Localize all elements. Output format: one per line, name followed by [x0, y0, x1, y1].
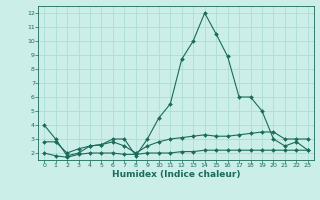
- X-axis label: Humidex (Indice chaleur): Humidex (Indice chaleur): [112, 170, 240, 179]
